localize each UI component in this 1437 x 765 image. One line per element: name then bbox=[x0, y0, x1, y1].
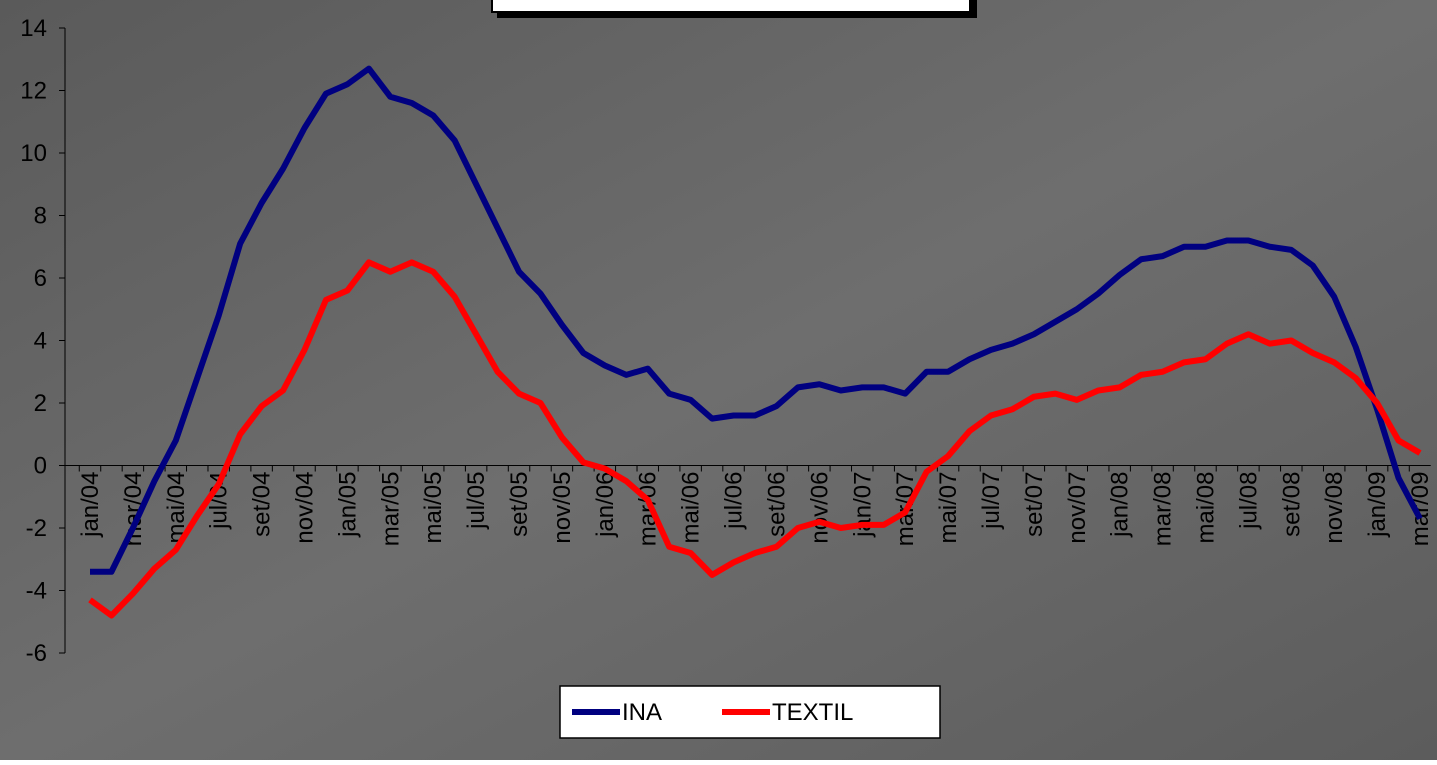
x-tick-label: mai/05 bbox=[420, 472, 447, 544]
x-tick-label: nov/08 bbox=[1321, 472, 1348, 544]
x-tick-label: jan/04 bbox=[77, 472, 104, 538]
x-tick-label: jan/05 bbox=[334, 472, 361, 538]
y-tick-label: 14 bbox=[20, 15, 47, 42]
legend-label: INA bbox=[622, 699, 662, 726]
y-tick-label: -6 bbox=[26, 640, 47, 667]
title-box bbox=[491, 0, 971, 13]
x-tick-label: mar/06 bbox=[635, 472, 662, 547]
x-tick-label: mar/09 bbox=[1407, 472, 1434, 547]
x-tick-label: set/06 bbox=[763, 472, 790, 537]
x-tick-label: nov/06 bbox=[806, 472, 833, 544]
x-tick-label: jan/06 bbox=[592, 472, 619, 538]
series-line bbox=[88, 259, 1422, 619]
x-tick-label: mar/05 bbox=[377, 472, 404, 547]
y-tick-label: 12 bbox=[20, 78, 47, 105]
y-tick-label: -2 bbox=[26, 515, 47, 542]
x-tick-label: jul/08 bbox=[1235, 472, 1262, 530]
y-tick-label: 8 bbox=[34, 203, 47, 230]
x-tick-label: jul/05 bbox=[463, 472, 490, 530]
x-tick-label: mai/07 bbox=[935, 471, 962, 543]
x-tick-label: nov/04 bbox=[292, 472, 319, 544]
x-tick-label: jan/09 bbox=[1364, 472, 1391, 538]
y-tick-label: 6 bbox=[34, 265, 47, 292]
x-tick-label: mai/08 bbox=[1192, 472, 1219, 544]
x-tick-label: set/04 bbox=[249, 472, 276, 537]
y-tick-label: 0 bbox=[34, 453, 47, 480]
x-tick-label: nov/05 bbox=[549, 472, 576, 544]
x-tick-label: mar/08 bbox=[1150, 472, 1177, 547]
y-tick-label: 2 bbox=[34, 390, 47, 417]
legend-label: TEXTIL bbox=[772, 699, 853, 726]
x-tick-label: set/08 bbox=[1278, 472, 1305, 537]
y-tick-label: 4 bbox=[34, 328, 47, 355]
x-tick-label: mai/06 bbox=[678, 472, 705, 544]
series-line bbox=[90, 65, 1423, 575]
x-tick-label: jul/07 bbox=[978, 472, 1005, 530]
y-tick-label: -4 bbox=[26, 578, 47, 605]
x-tick-label: jul/06 bbox=[721, 472, 748, 530]
y-tick-label: 10 bbox=[20, 140, 47, 167]
x-tick-label: set/07 bbox=[1021, 472, 1048, 537]
x-tick-label: nov/07 bbox=[1064, 472, 1091, 544]
x-tick-label: jan/08 bbox=[1107, 472, 1134, 538]
x-tick-label: set/05 bbox=[506, 472, 533, 537]
